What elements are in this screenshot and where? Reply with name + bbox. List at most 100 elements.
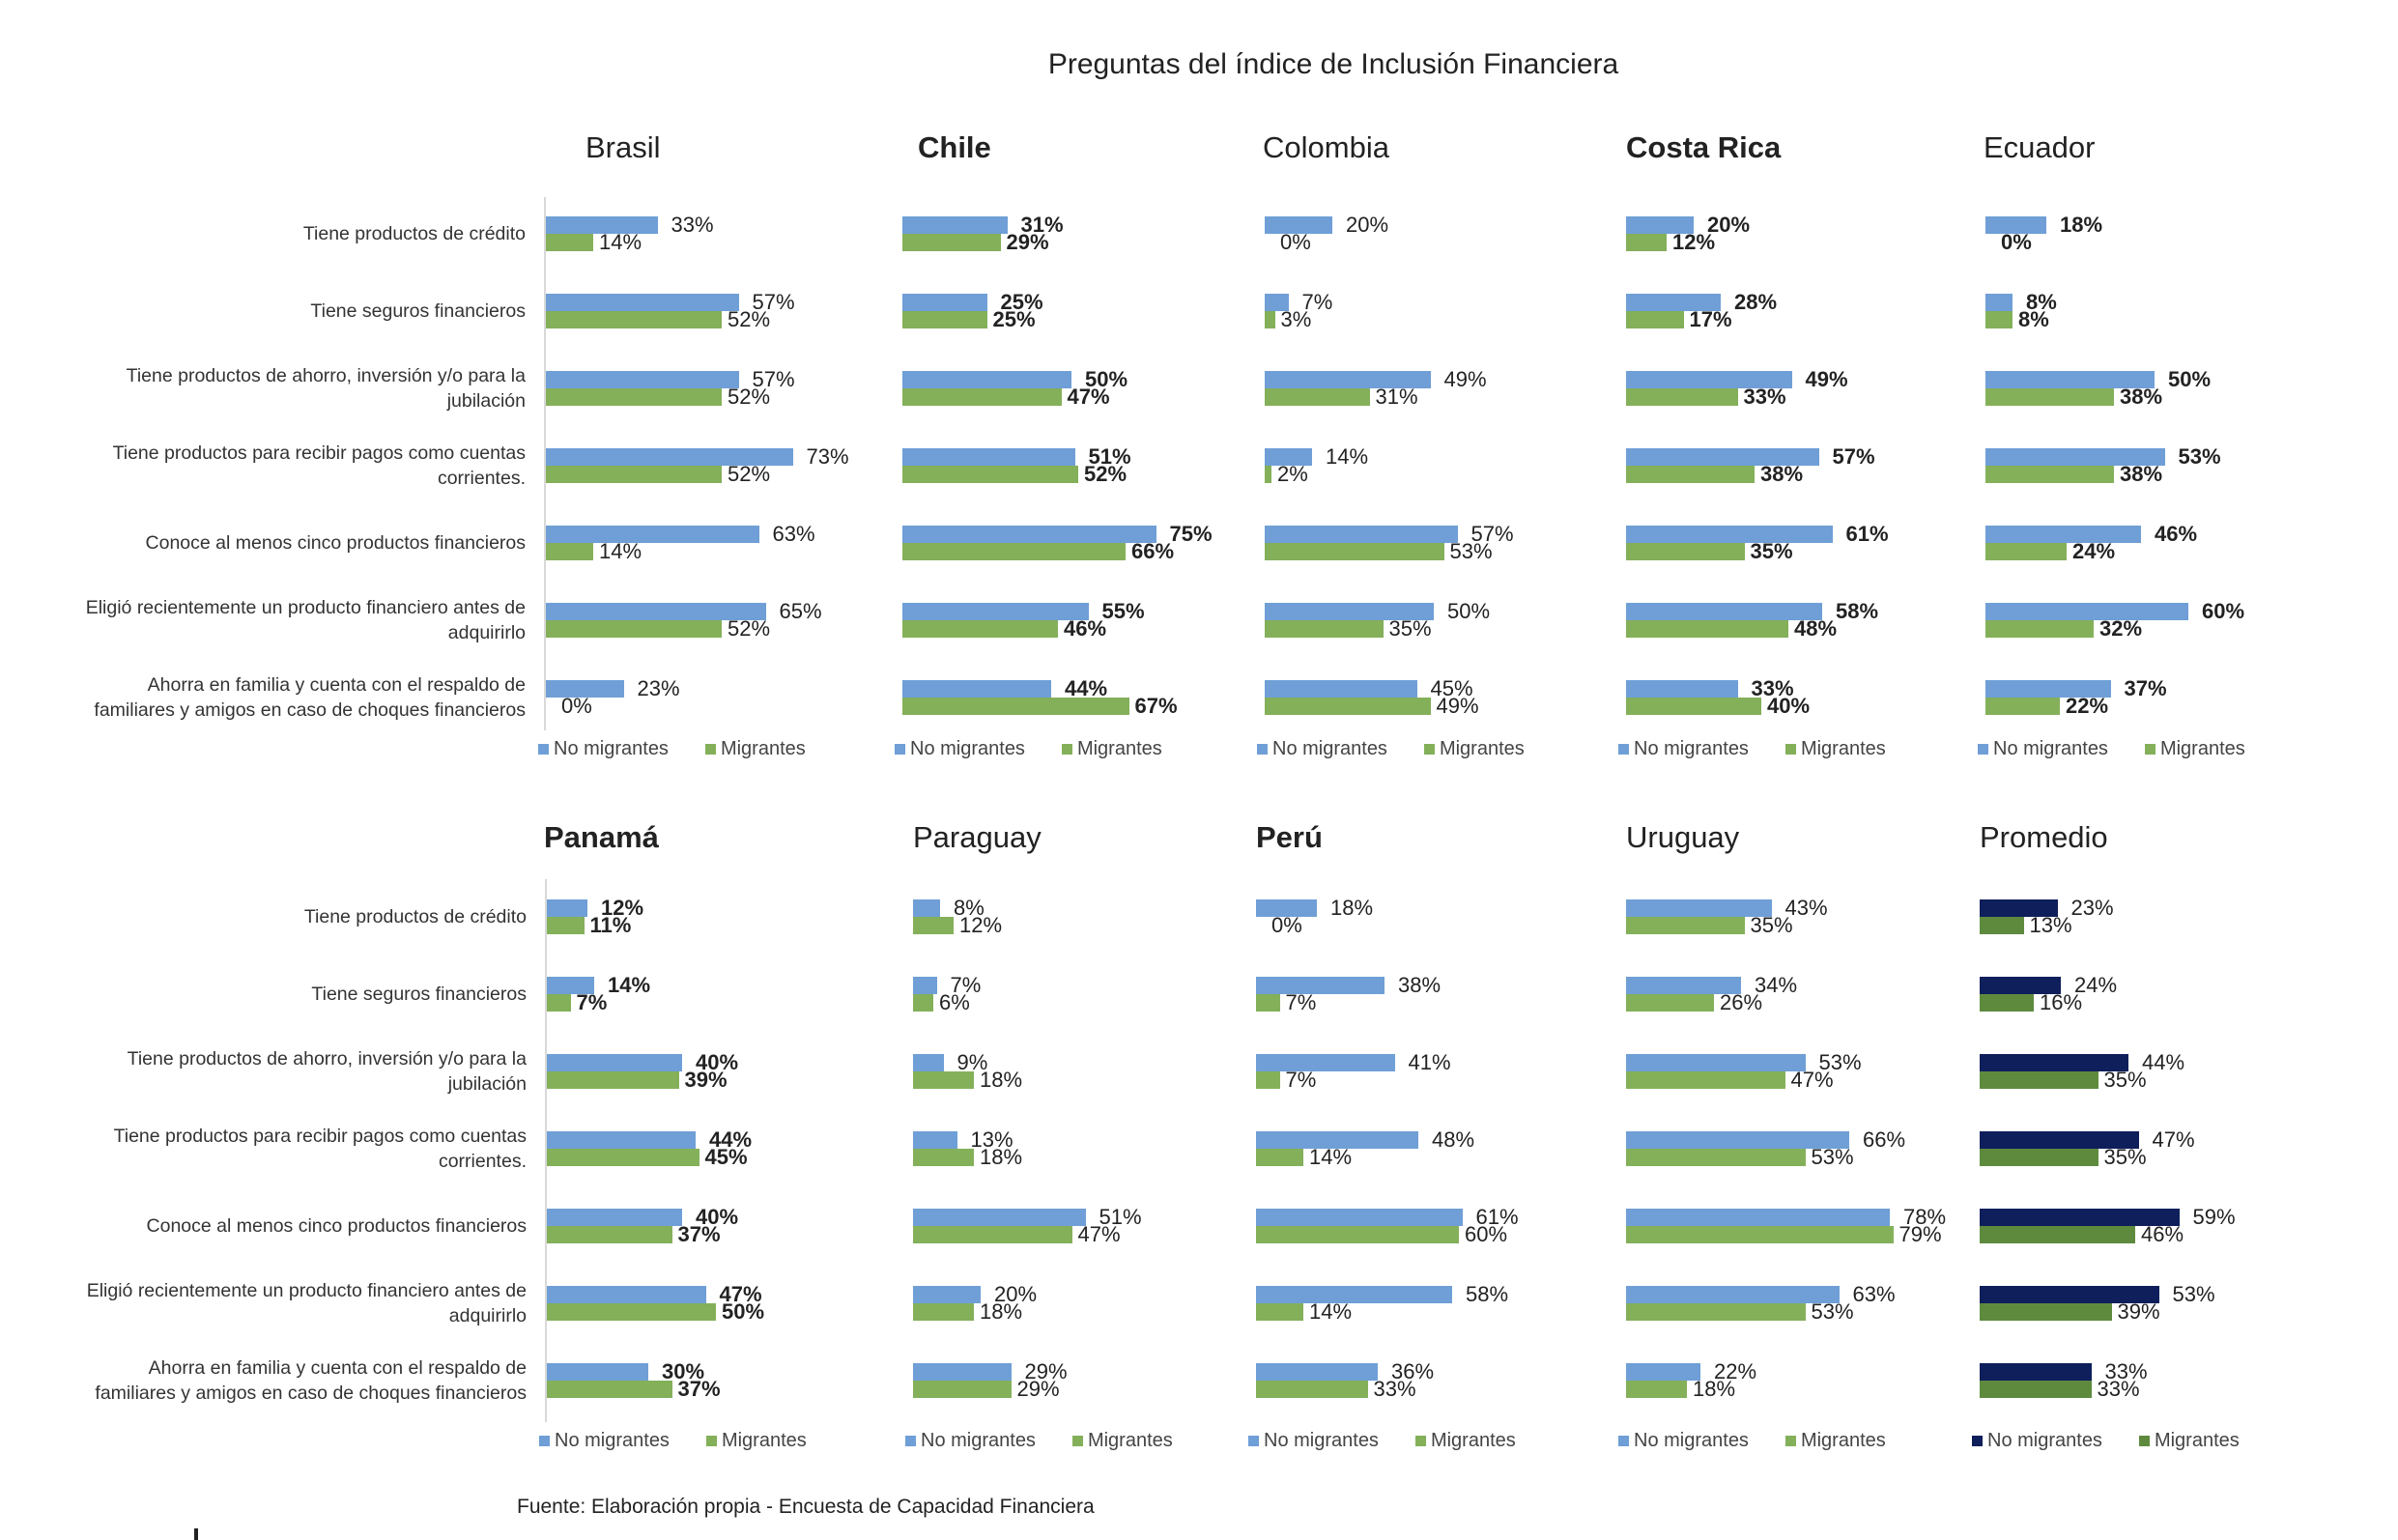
bar-no-migrantes: [547, 977, 594, 994]
panel-title: Uruguay: [1626, 820, 1740, 854]
bar-no-migrantes: [1985, 294, 2013, 311]
data-label: 63%: [772, 522, 815, 546]
category-label: Eligió recientemente un producto financi…: [85, 597, 526, 643]
category-label: Tiene productos para recibir pagos como …: [113, 1126, 527, 1172]
legend-label: Migrantes: [1439, 738, 1525, 759]
legend-swatch: [704, 744, 716, 755]
panel-title: Costa Rica: [1626, 130, 1782, 164]
data-label: 53%: [1811, 1145, 1854, 1169]
data-label: 37%: [677, 1377, 721, 1401]
legend-item-migrantes: Migrantes: [2138, 1430, 2240, 1452]
data-label: 78%: [1903, 1205, 1947, 1229]
data-label: 40%: [696, 1050, 739, 1074]
bar-no-migrantes: [1626, 1363, 1700, 1381]
data-label: 53%: [1811, 1299, 1854, 1324]
data-label: 52%: [728, 307, 771, 331]
legend-swatch: [538, 744, 549, 755]
legend-item-no-migrantes: No migrantes: [538, 738, 669, 760]
data-label: 58%: [1466, 1282, 1509, 1306]
bar-migrantes: [547, 1226, 672, 1243]
legend-swatch: [1618, 744, 1629, 755]
bar-migrantes: [913, 1303, 974, 1321]
bar-migrantes: [902, 311, 987, 328]
bar-migrantes: [1980, 1071, 2098, 1089]
data-label: 34%: [1755, 973, 1798, 997]
chart-legend: No migrantes Migrantes: [538, 738, 842, 760]
data-label: 75%: [1169, 522, 1213, 546]
bar-migrantes: [1626, 1071, 1785, 1089]
bar-migrantes: [547, 1149, 699, 1166]
data-label: 45%: [704, 1145, 748, 1169]
bar-migrantes: [546, 388, 722, 406]
data-label: 65%: [779, 599, 822, 623]
chart-legend: No migrantes Migrantes: [539, 1430, 843, 1452]
bar-migrantes: [546, 311, 722, 328]
data-label: 43%: [1784, 896, 1828, 920]
panel-title: Panamá: [544, 820, 659, 854]
bar-migrantes: [547, 994, 571, 1012]
bar-migrantes: [902, 698, 1129, 715]
legend-item-no-migrantes: No migrantes: [895, 738, 1025, 760]
legend-label: No migrantes: [1264, 1430, 1379, 1451]
chart-legend: No migrantes Migrantes: [1248, 1430, 1553, 1452]
bar-no-migrantes: [1980, 899, 2058, 917]
chart-legend: No migrantes Migrantes: [895, 738, 1199, 760]
legend-label: No migrantes: [1634, 738, 1749, 759]
bar-migrantes: [902, 234, 1001, 251]
legend-item-no-migrantes: No migrantes: [1248, 1430, 1379, 1452]
bar-no-migrantes: [546, 526, 759, 543]
data-label: 50%: [1447, 599, 1491, 623]
bar-no-migrantes: [1985, 526, 2141, 543]
bar-no-migrantes: [546, 216, 658, 234]
bar-no-migrantes: [1985, 371, 2155, 388]
bar-no-migrantes: [1256, 899, 1317, 917]
bar-migrantes: [1985, 311, 2013, 328]
data-label: 22%: [2066, 694, 2109, 718]
chart-legend: No migrantes Migrantes: [905, 1430, 1210, 1452]
category-label: Tiene productos para recibir pagos como …: [112, 442, 526, 489]
legend-label: No migrantes: [1987, 1430, 2102, 1451]
bar-no-migrantes: [1626, 1286, 1840, 1303]
legend-label: No migrantes: [1272, 738, 1387, 759]
legend-label: No migrantes: [921, 1430, 1036, 1451]
data-label: 66%: [1863, 1127, 1906, 1152]
bar-migrantes: [902, 543, 1126, 560]
data-label: 0%: [561, 694, 592, 718]
data-label: 53%: [1818, 1050, 1862, 1074]
legend-item-migrantes: Migrantes: [1061, 738, 1162, 760]
data-label: 46%: [2141, 1222, 2184, 1246]
bar-migrantes: [1256, 1071, 1280, 1089]
data-label: 17%: [1689, 307, 1732, 331]
chart-legend: No migrantes Migrantes: [1972, 1430, 2276, 1452]
legend-label: No migrantes: [1634, 1430, 1749, 1451]
bar-no-migrantes: [1985, 603, 2188, 620]
data-label: 37%: [2124, 676, 2167, 700]
bar-migrantes: [1265, 620, 1384, 638]
bar-migrantes: [1626, 543, 1745, 560]
data-label: 39%: [684, 1068, 728, 1092]
bar-migrantes: [1626, 1149, 1806, 1166]
legend-swatch: [1071, 1436, 1083, 1446]
data-label: 40%: [696, 1205, 739, 1229]
data-label: 29%: [1024, 1359, 1068, 1383]
data-label: 9%: [956, 1050, 988, 1074]
data-label: 55%: [1101, 599, 1145, 623]
data-label: 29%: [1016, 1377, 1060, 1401]
bar-migrantes: [913, 1071, 974, 1089]
bar-no-migrantes: [1626, 1054, 1806, 1071]
bar-no-migrantes: [546, 448, 793, 466]
bar-migrantes: [1980, 917, 2024, 934]
data-label: 37%: [677, 1222, 721, 1246]
bar-migrantes: [1265, 466, 1271, 483]
data-label: 13%: [2029, 913, 2072, 937]
data-label: 0%: [2001, 230, 2032, 254]
bar-no-migrantes: [547, 1131, 696, 1149]
data-label: 51%: [1088, 444, 1131, 469]
data-label: 57%: [1832, 444, 1875, 469]
category-axis: [545, 879, 547, 1422]
bar-migrantes: [1985, 620, 2094, 638]
bar-no-migrantes: [1256, 1286, 1452, 1303]
data-label: 73%: [806, 444, 849, 469]
bar-migrantes: [1985, 466, 2114, 483]
bar-no-migrantes: [1265, 603, 1434, 620]
